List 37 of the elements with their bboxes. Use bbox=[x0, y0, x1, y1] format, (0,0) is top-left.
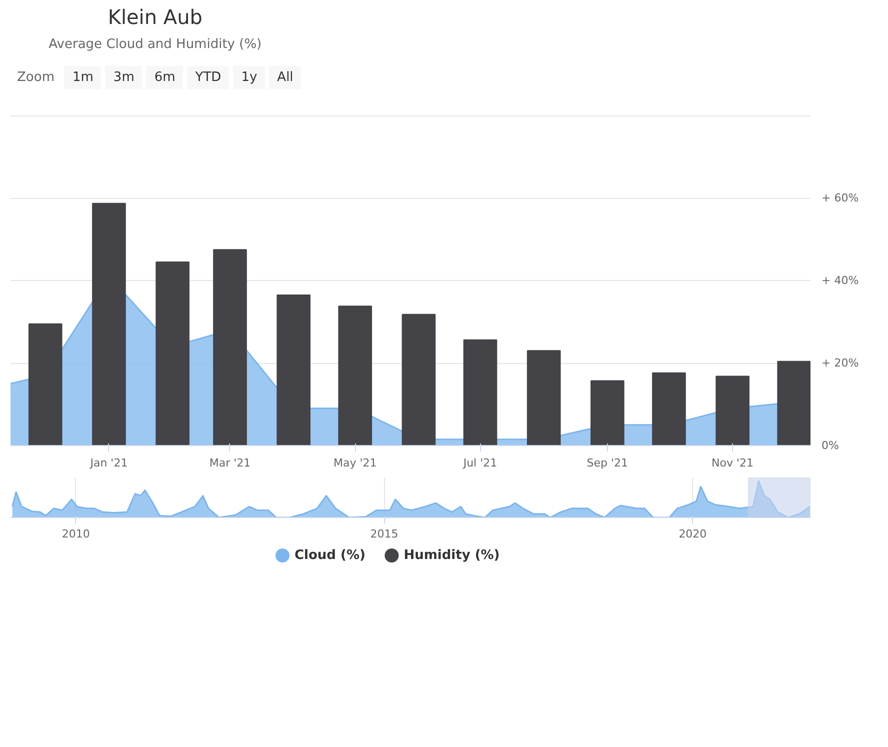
bar bbox=[28, 323, 62, 446]
bar bbox=[338, 306, 372, 446]
bar bbox=[463, 339, 498, 446]
bar bbox=[716, 376, 750, 446]
x-tick-label: May '21 bbox=[333, 456, 377, 470]
legend-label: Cloud (%) bbox=[294, 548, 366, 563]
text: Zoom bbox=[17, 70, 54, 85]
bar bbox=[156, 261, 190, 446]
x-tick-label: Jan '21 bbox=[89, 456, 128, 470]
text: 3m bbox=[105, 66, 142, 89]
bar bbox=[652, 372, 686, 446]
text: 6m bbox=[146, 66, 184, 89]
y-tick-label: + 40% bbox=[822, 274, 859, 287]
x-tick-label: Sep '21 bbox=[586, 456, 628, 470]
x-tick-label: 2015 bbox=[370, 528, 398, 540]
bar bbox=[213, 249, 247, 446]
x-tick-label: 2020 bbox=[678, 528, 707, 540]
x-tick-label: 2010 bbox=[62, 528, 90, 540]
bar bbox=[777, 360, 810, 446]
bar bbox=[92, 202, 126, 446]
x-tick-label: Nov '21 bbox=[712, 456, 754, 470]
bar bbox=[590, 380, 624, 446]
bar bbox=[526, 350, 561, 446]
text: All bbox=[269, 66, 302, 89]
chart-title: Klein Aub bbox=[106, 5, 204, 29]
legend-label: Humidity (%) bbox=[404, 548, 500, 563]
bar bbox=[276, 294, 310, 446]
x-tick-label: Jul '21 bbox=[462, 456, 498, 470]
y-tick-label: + 60% bbox=[822, 192, 859, 204]
y-tick-label: + 20% bbox=[822, 356, 859, 370]
bar bbox=[402, 314, 436, 446]
text: YTD bbox=[187, 66, 230, 89]
chart-subtitle: Average Cloud and Humidity (%) bbox=[48, 37, 263, 52]
x-tick-label: Mar '21 bbox=[209, 456, 251, 470]
y-tick-label: 0% bbox=[822, 439, 839, 452]
text: 1y bbox=[233, 66, 266, 89]
text: 1m bbox=[64, 66, 102, 89]
